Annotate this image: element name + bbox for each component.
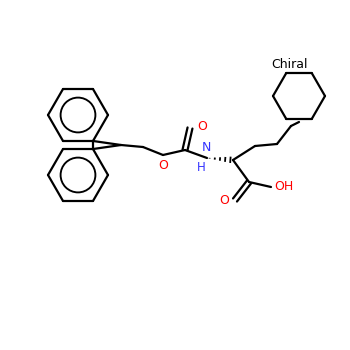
Text: H: H [197,161,205,174]
Text: O: O [219,194,229,206]
Text: N: N [201,141,211,154]
Text: O: O [158,159,168,172]
Text: O: O [197,119,207,133]
Text: Chiral: Chiral [272,58,308,71]
Text: OH: OH [274,181,293,194]
